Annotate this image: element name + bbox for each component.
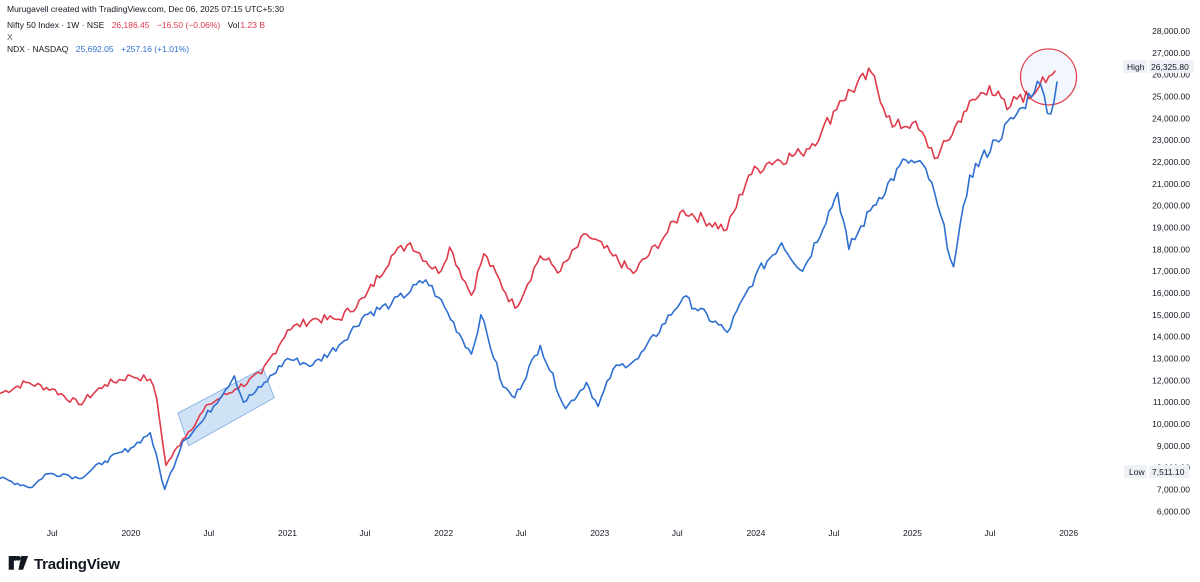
nifty-legend-price: 26,186.45 [111, 20, 150, 30]
nifty-volume-label: Vol [227, 20, 240, 30]
tradingview-logo-icon[interactable] [8, 556, 30, 572]
y-tick-label: 16,000.00 [1152, 288, 1190, 298]
low-badge-value: 7,511.10 [1152, 467, 1185, 477]
y-tick-label: 24,000.00 [1152, 113, 1190, 123]
y-tick-label: 17,000.00 [1152, 266, 1190, 276]
nifty-volume-value: 1.23 B [240, 20, 265, 30]
collapse-icon[interactable]: X [7, 32, 13, 42]
y-tick-label: 28,000.00 [1152, 26, 1190, 36]
y-tick-label: 9,000.00 [1157, 441, 1190, 451]
y-tick-label: 18,000.00 [1152, 244, 1190, 254]
tradingview-brand[interactable]: TradingView [34, 555, 120, 573]
x-tick-label: 2025 [903, 528, 922, 538]
x-tick-label: Jul [672, 528, 683, 538]
high-badge-value: 26,325.80 [1151, 62, 1189, 72]
y-tick-label: 21,000.00 [1152, 179, 1190, 189]
series-line-ndx [0, 80, 1058, 491]
series-layer [0, 67, 1058, 491]
x-tick-label: 2022 [434, 528, 453, 538]
y-tick-label: 7,000.00 [1157, 484, 1190, 494]
highlight-rectangle[interactable] [177, 367, 275, 447]
y-tick-label: 13,000.00 [1152, 353, 1190, 363]
x-tick-label: Jul [47, 528, 58, 538]
ndx-legend-price: 25,692.05 [75, 44, 114, 54]
ndx-legend-name: NDX · NASDAQ [7, 44, 69, 54]
y-tick-label: 23,000.00 [1152, 135, 1190, 145]
y-tick-label: 19,000.00 [1152, 223, 1190, 233]
x-tick-label: Jul [516, 528, 527, 538]
collapse-toggle[interactable]: X [7, 32, 18, 43]
y-tick-label: 26,000.00 [1152, 70, 1190, 80]
price-badges: High 26,325.80 Low 7,511.10 [1123, 60, 1194, 478]
y-tick-label: 11,000.00 [1153, 397, 1190, 407]
annotations [177, 48, 1078, 447]
x-axis: Jul 2020 Jul 2021 Jul 2022 Jul 2023 Jul 2024 Jul 20… [47, 528, 1079, 538]
nifty-legend-name: Nifty 50 Index · 1W · NSE [7, 20, 105, 30]
footer: TradingView [8, 553, 120, 575]
y-tick-label: 25,000.00 [1152, 92, 1190, 102]
x-tick-label: Jul [828, 528, 839, 538]
ndx-legend-change: +257.16 (+1.01%) [120, 44, 190, 54]
nifty-legend-change: −16.50 (−0.06%) [156, 20, 221, 30]
x-tick-label: 2024 [746, 528, 765, 538]
y-tick-label: 20,000.00 [1152, 201, 1190, 211]
created-by-text: Murugavell created with TradingView.com,… [7, 4, 284, 14]
y-tick-label: 27,000.00 [1152, 48, 1190, 58]
x-tick-label: Jul [203, 528, 214, 538]
ndx-legend[interactable]: NDX · NASDAQ 25,692.05 +257.16 (+1.01%) [7, 44, 194, 55]
y-tick-label: 22,000.00 [1152, 157, 1190, 167]
y-axis: 6,000.007,000.008,000.009,000.0010,000.0… [1152, 26, 1190, 516]
y-tick-label: 14,000.00 [1152, 332, 1190, 342]
low-badge-label: Low [1129, 467, 1145, 477]
high-badge-value-bg [1149, 60, 1194, 73]
y-tick-label: 12,000.00 [1152, 375, 1190, 385]
high-badge-label-bg [1123, 60, 1147, 73]
y-tick-label: 15,000.00 [1152, 310, 1190, 320]
x-tick-label: 2026 [1059, 528, 1078, 538]
created-by-line: Murugavell created with TradingView.com,… [7, 4, 289, 15]
x-tick-label: 2020 [121, 528, 140, 538]
y-tick-label: 6,000.00 [1157, 506, 1190, 516]
x-tick-label: Jul [359, 528, 370, 538]
high-badge-label: High [1127, 62, 1145, 72]
y-tick-label: 10,000.00 [1152, 419, 1190, 429]
x-tick-label: Jul [985, 528, 996, 538]
series-line-nifty [0, 67, 1057, 467]
low-badge-label-bg [1124, 465, 1147, 478]
x-tick-label: 2023 [590, 528, 609, 538]
x-tick-label: 2021 [278, 528, 297, 538]
nifty-legend[interactable]: Nifty 50 Index · 1W · NSE 26,186.45 −16.… [7, 20, 270, 31]
low-badge-value-bg [1149, 465, 1189, 478]
